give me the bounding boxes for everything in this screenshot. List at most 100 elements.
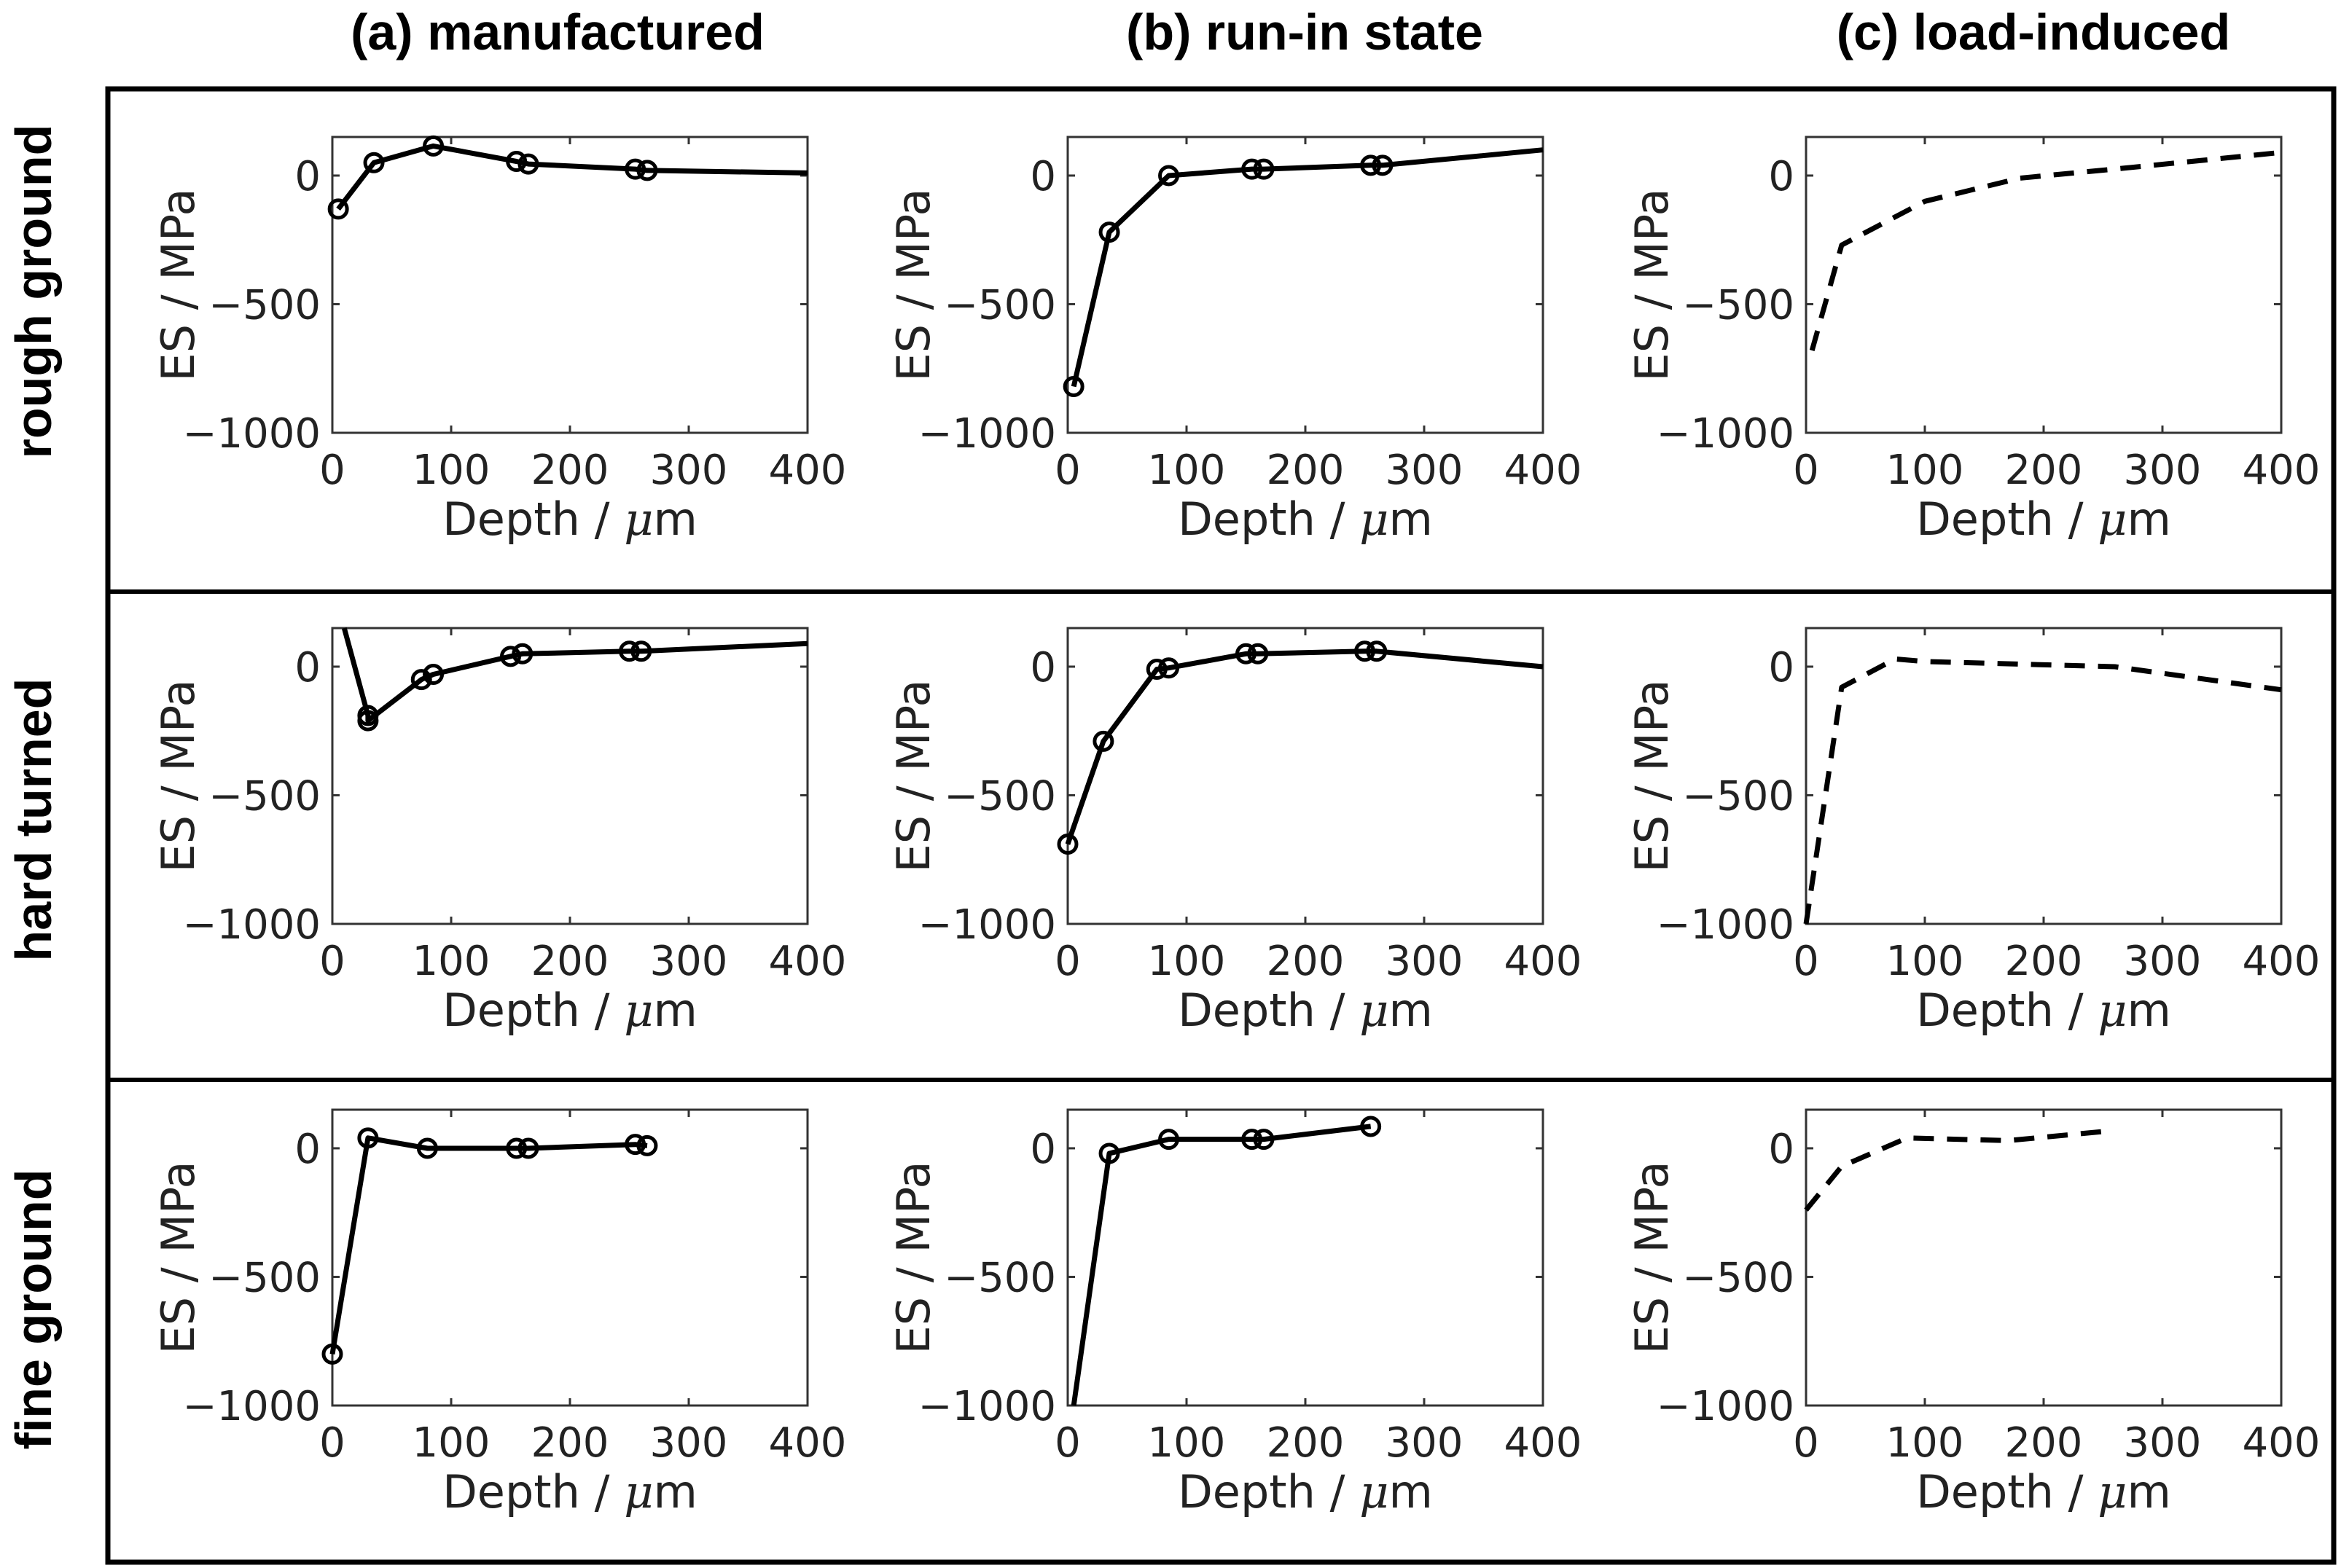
data-point-marker <box>1093 730 1114 752</box>
data-point-marker <box>410 669 432 691</box>
x-tick-label: 400 <box>1504 1419 1582 1467</box>
x-tick-label: 0 <box>1793 447 1819 494</box>
data-point-marker <box>500 646 521 667</box>
data-point-marker <box>636 1134 658 1156</box>
x-axis-label: Depth / μm <box>442 984 697 1037</box>
plot-area-frame <box>331 1108 809 1407</box>
y-tick-label: 0 <box>294 644 321 691</box>
y-tick-label: −500 <box>1682 772 1794 820</box>
x-tick-label: 200 <box>2005 938 2083 985</box>
x-tick-label: 100 <box>1148 938 1226 985</box>
panel-3-3: 0 100 200 300 400 −1000 −500 0 ES / MPa Depth / μ… <box>1625 1108 2320 1518</box>
x-tick-label: 400 <box>2243 938 2321 985</box>
y-tick-label: 0 <box>1030 1126 1056 1173</box>
data-point-marker <box>1247 643 1269 665</box>
x-tick-label: 100 <box>1148 447 1226 494</box>
y-tick-label: −1000 <box>183 1383 321 1430</box>
data-point-marker <box>321 1343 343 1365</box>
row-label-rough-ground: rough ground <box>5 125 62 459</box>
y-tick-label: 0 <box>294 1126 321 1173</box>
data-point-marker <box>1360 1116 1382 1137</box>
x-axis-label: Depth / μm <box>442 493 697 546</box>
y-axis-label: ES / MPa <box>152 1161 205 1355</box>
data-point-marker <box>1057 834 1079 855</box>
x-tick-label: 200 <box>1267 447 1345 494</box>
x-tick-label: 100 <box>413 1419 491 1467</box>
column-title-run-in-state: (b) run-in state <box>1126 4 1483 60</box>
y-tick-label: 0 <box>1030 153 1056 200</box>
y-axis-label: ES / MPa <box>152 189 205 382</box>
data-point-marker <box>1158 657 1180 679</box>
data-point-marker <box>423 664 445 686</box>
y-axis-label: ES / MPa <box>1625 1161 1678 1355</box>
data-point-marker <box>357 710 379 732</box>
x-tick-label: 200 <box>1267 938 1345 985</box>
x-tick-label: 0 <box>1793 1419 1819 1467</box>
x-axis-label: Depth / μm <box>442 1465 697 1518</box>
y-tick-label: 0 <box>1030 644 1056 691</box>
y-axis-label: ES / MPa <box>1625 189 1678 382</box>
series-line <box>1071 147 1544 388</box>
column-title-load-induced: (c) load-induced <box>1837 4 2231 60</box>
x-tick-label: 0 <box>1055 938 1081 985</box>
y-axis-label: ES / MPa <box>887 1161 940 1355</box>
x-tick-label: 300 <box>650 1419 728 1467</box>
x-tick-label: 400 <box>769 447 847 494</box>
y-axis-label: ES / MPa <box>152 680 205 873</box>
x-tick-label: 100 <box>1148 1419 1226 1467</box>
data-point-marker <box>363 152 385 173</box>
y-axis-label: ES / MPa <box>887 189 940 382</box>
outer-frame <box>105 86 2337 1565</box>
series-line <box>1803 656 2282 925</box>
x-tick-label: 100 <box>1886 938 1964 985</box>
x-axis-label: Depth / μm <box>1916 1465 2171 1518</box>
x-tick-label: 400 <box>769 1419 847 1467</box>
y-tick-label: −1000 <box>918 1383 1056 1430</box>
data-point-marker <box>327 198 349 220</box>
y-tick-label: −1000 <box>183 410 321 458</box>
x-tick-label: 200 <box>531 938 609 985</box>
y-tick-label: −1000 <box>1657 901 1794 949</box>
x-axis-label: Depth / μm <box>1178 493 1433 546</box>
x-tick-label: 100 <box>413 447 491 494</box>
data-point-marker <box>1063 375 1084 397</box>
x-tick-label: 400 <box>769 938 847 985</box>
x-tick-label: 300 <box>650 938 728 985</box>
y-tick-label: −1000 <box>918 901 1056 949</box>
x-tick-label: 400 <box>1504 447 1582 494</box>
x-tick-label: 200 <box>1267 1419 1345 1467</box>
row-label-fine-ground: fine ground <box>5 1169 62 1450</box>
data-point-marker <box>1241 1129 1263 1150</box>
x-tick-label: 300 <box>1386 447 1463 494</box>
data-point-marker <box>1253 1129 1275 1150</box>
plot-area-frame <box>1805 1108 2283 1407</box>
data-point-marker <box>630 640 652 662</box>
y-tick-label: −1000 <box>1657 410 1794 458</box>
series-line <box>329 1135 648 1355</box>
y-tick-label: −1000 <box>183 901 321 949</box>
data-point-marker <box>1360 154 1382 176</box>
x-axis-label: Depth / μm <box>1916 984 2171 1037</box>
data-point-marker <box>636 160 658 181</box>
panel-2-2: 0 100 200 300 400 −1000 −500 0 ES / MPa Depth / μ… <box>887 627 1582 1037</box>
data-point-marker <box>517 153 539 175</box>
y-tick-label: 0 <box>294 153 321 200</box>
data-point-marker <box>1098 222 1120 243</box>
plot-area-frame <box>331 627 809 925</box>
panel-1-3: 0 100 200 300 400 −1000 −500 0 ES / MPa Depth / μ… <box>1625 136 2320 546</box>
data-point-marker <box>1235 643 1257 665</box>
plot-area-frame <box>1066 1108 1544 1407</box>
x-tick-label: 0 <box>1055 1419 1081 1467</box>
data-point-marker <box>506 151 528 173</box>
x-axis-label: Depth / μm <box>1178 984 1433 1037</box>
x-tick-label: 300 <box>650 447 728 494</box>
x-tick-label: 0 <box>319 1419 345 1467</box>
data-point-marker <box>1158 165 1180 187</box>
x-axis-label: Depth / μm <box>1178 1465 1433 1518</box>
plot-area-frame <box>1805 136 2283 434</box>
x-tick-label: 300 <box>1386 1419 1463 1467</box>
y-tick-label: −500 <box>208 281 321 329</box>
series-line <box>336 143 808 211</box>
y-tick-label: −500 <box>944 1254 1056 1301</box>
